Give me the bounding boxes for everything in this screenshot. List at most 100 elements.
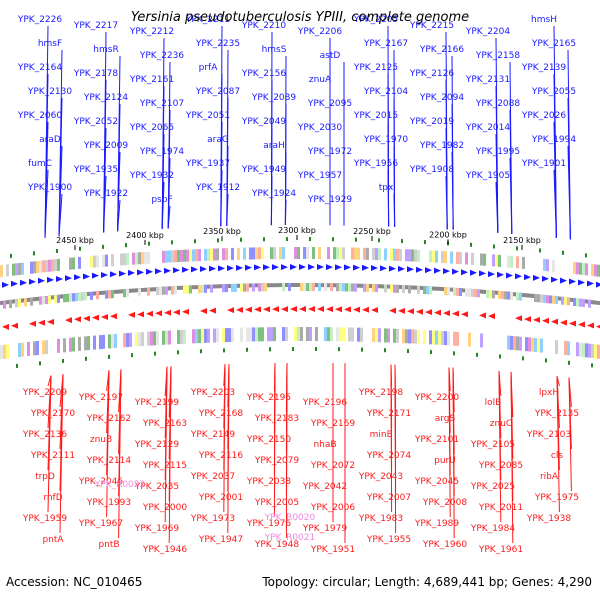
feature-track-segment xyxy=(435,250,438,263)
feature-track-segment xyxy=(351,327,354,342)
feature-track-segment xyxy=(309,283,312,292)
reverse-gene-arrow xyxy=(254,306,261,313)
reverse-gene-label: YPK_2199 xyxy=(134,398,180,408)
forward-gene-label: YPK_2088 xyxy=(475,99,521,109)
feature-track-segment xyxy=(204,328,207,343)
forward-gene-leader xyxy=(117,151,121,232)
gc-marker xyxy=(56,248,58,253)
feature-track-segment xyxy=(141,252,144,265)
scale-tick-label: 2200 kbp xyxy=(429,230,467,239)
feature-track-segment xyxy=(327,327,330,342)
feature-track-segment xyxy=(93,255,96,268)
forward-gene-label: YPK_2124 xyxy=(83,93,129,103)
feature-track-segment xyxy=(255,327,258,342)
feature-track-segment xyxy=(195,329,198,344)
forward-gene-arrow xyxy=(47,276,54,283)
feature-track-segment xyxy=(573,297,576,306)
feature-track-segment xyxy=(216,328,219,343)
feature-track-segment xyxy=(273,327,276,342)
reverse-gene-label: YPK_1946 xyxy=(142,545,188,555)
reverse-gene-arrow xyxy=(461,311,468,318)
forward-gene-label: YPK_1982 xyxy=(419,141,464,151)
feature-track-segment xyxy=(258,283,261,292)
feature-track-segment xyxy=(333,247,336,260)
reverse-gene-arrow xyxy=(389,307,396,314)
feature-track-segment xyxy=(249,327,252,342)
reverse-gene-label: YPK_1947 xyxy=(198,535,243,545)
feature-track-segment xyxy=(384,328,387,343)
gc-marker xyxy=(171,240,173,245)
reverse-gene-arrow xyxy=(326,306,333,313)
gc-marker xyxy=(292,347,294,352)
feature-track-segment xyxy=(147,287,150,296)
feature-track-segment xyxy=(561,296,564,305)
feature-track-segment xyxy=(366,283,369,292)
feature-track-segment xyxy=(387,328,390,343)
forward-gene-label: YPK_1974 xyxy=(139,147,185,157)
map-title: Yersinia pseudotuberculosis YPIII, compl… xyxy=(130,10,470,25)
feature-track-segment xyxy=(21,262,24,275)
reverse-gene-leader xyxy=(448,367,451,518)
reverse-gene-arrow xyxy=(38,319,45,326)
forward-gene-label: YPK_1922 xyxy=(83,189,128,199)
feature-track-segment xyxy=(471,288,474,297)
feature-track-segment xyxy=(405,249,408,262)
feature-track-segment xyxy=(396,328,399,343)
feature-track-segment xyxy=(468,288,471,297)
feature-track-segment xyxy=(252,327,255,342)
gc-marker xyxy=(562,250,564,255)
feature-track-segment xyxy=(453,287,456,296)
feature-track-segment xyxy=(297,327,300,342)
reverse-gene-arrow xyxy=(407,308,414,315)
reverse-gene-label: YPK_2005 xyxy=(254,498,299,508)
feature-track-segment xyxy=(222,284,225,293)
feature-track-segment xyxy=(495,254,498,267)
feature-track-segment xyxy=(183,285,186,294)
reverse-gene-arrow xyxy=(227,307,234,314)
feature-track-segment xyxy=(408,249,411,262)
forward-gene-arrow xyxy=(299,264,306,271)
feature-track-segment xyxy=(111,334,114,349)
forward-gene-leader xyxy=(387,169,390,227)
reverse-gene-arrow xyxy=(569,320,576,327)
gc-marker xyxy=(424,240,426,245)
gc-marker xyxy=(470,242,472,247)
reverse-gene-label: YPK_1989 xyxy=(414,519,460,529)
reverse-gene-label: znuB xyxy=(90,435,112,445)
forward-gene-leader xyxy=(103,175,107,233)
forward-gene-label: YPK_2094 xyxy=(419,93,465,103)
gc-marker xyxy=(10,253,12,258)
feature-track-segment xyxy=(54,295,57,304)
feature-track-segment xyxy=(546,259,549,272)
feature-track-segment xyxy=(228,328,231,343)
feature-track-segment xyxy=(63,294,66,303)
gc-marker xyxy=(62,358,64,363)
reverse-gene-leader xyxy=(59,374,64,534)
forward-gene-arrow xyxy=(398,265,405,272)
feature-track-segment xyxy=(162,330,165,345)
gc-marker xyxy=(407,349,409,354)
forward-gene-label: YPK_2055 xyxy=(531,87,576,97)
feature-track-segment xyxy=(297,247,300,260)
reverse-gene-leader xyxy=(164,366,168,523)
forward-gene-label: YPK_1956 xyxy=(353,159,399,169)
feature-track-segment xyxy=(15,299,18,308)
feature-track-segment xyxy=(282,283,285,292)
feature-track-segment xyxy=(177,330,180,345)
reverse-gene-arrow xyxy=(434,309,441,316)
gc-marker xyxy=(430,350,432,355)
forward-gene-label: YPK_2210 xyxy=(241,21,287,31)
forward-gene-label: YPK_2125 xyxy=(353,63,398,73)
feature-track-segment xyxy=(30,297,33,306)
feature-track-segment xyxy=(582,298,585,307)
feature-track-segment xyxy=(27,341,30,356)
forward-gene-label: YPK_1995 xyxy=(475,147,520,157)
feature-track-segment xyxy=(198,329,201,344)
feature-track-segment xyxy=(270,247,273,260)
reverse-gene-arrow xyxy=(452,310,459,317)
reverse-gene-arrow xyxy=(137,311,144,318)
feature-track-segment xyxy=(336,327,339,342)
reverse-gene-leader xyxy=(227,364,230,534)
gc-marker xyxy=(516,246,518,251)
reverse-gene-arrow xyxy=(515,315,522,322)
